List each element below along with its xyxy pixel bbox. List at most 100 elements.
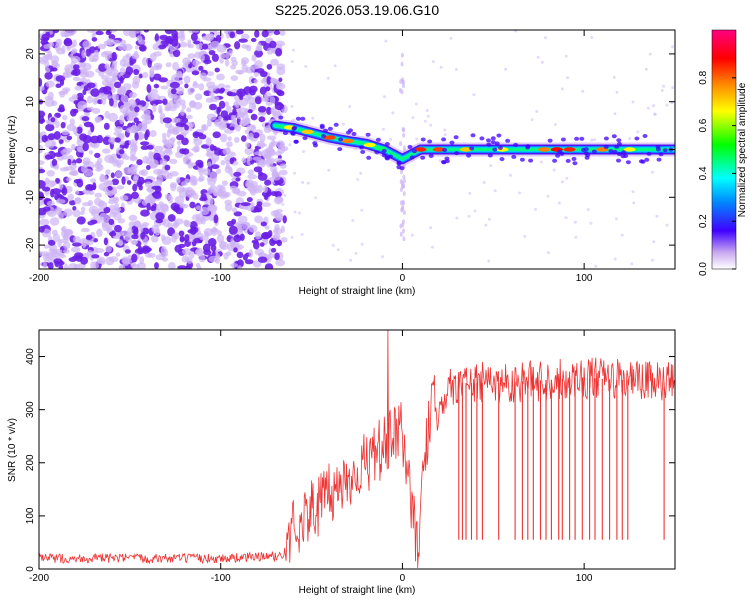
noise-blob xyxy=(171,30,179,39)
noise-blob xyxy=(173,95,182,104)
ridge-blob xyxy=(396,160,402,165)
noise-blob xyxy=(279,30,286,36)
noise-blob xyxy=(131,234,139,240)
noise-blob xyxy=(174,195,185,205)
noise-blob xyxy=(161,132,167,139)
noise-blob xyxy=(110,172,115,179)
noise-blob xyxy=(72,39,77,48)
noise-blob xyxy=(47,133,56,141)
noise-blob xyxy=(105,256,115,266)
noise-blob xyxy=(198,65,204,71)
faint-blob xyxy=(473,209,477,213)
noise-blob xyxy=(110,87,116,93)
noise-blob xyxy=(154,262,159,269)
noise-blob xyxy=(43,43,51,49)
faint-blob xyxy=(443,133,447,137)
ridge-blob xyxy=(579,136,585,141)
noise-blob xyxy=(250,113,258,121)
noise-blob xyxy=(254,30,260,38)
noise-blob xyxy=(83,121,93,128)
noise-blob xyxy=(169,171,179,177)
noise-blob xyxy=(266,63,273,70)
spectrogram-plot-area xyxy=(39,30,675,269)
noise-blob xyxy=(70,55,81,64)
noise-blob xyxy=(42,186,51,192)
noise-blob xyxy=(119,149,125,155)
ridge-hotspot xyxy=(301,129,314,134)
noise-blob xyxy=(145,117,152,125)
noise-blob xyxy=(107,38,114,47)
noise-blob xyxy=(93,261,99,269)
noise-blob xyxy=(218,100,226,109)
noise-blob xyxy=(53,152,63,157)
ridge-blob xyxy=(466,153,472,158)
faint-blob xyxy=(455,216,459,220)
noise-blob xyxy=(230,114,236,121)
noise-blob xyxy=(262,185,268,193)
noise-blob xyxy=(52,233,61,243)
faint-blob xyxy=(281,203,285,207)
noise-blob xyxy=(99,212,108,221)
noise-blob xyxy=(224,199,232,206)
noise-blob xyxy=(187,53,196,59)
noise-blob xyxy=(265,158,274,168)
noise-blob xyxy=(241,44,250,49)
ridge-blob xyxy=(634,136,640,141)
faint-blob xyxy=(594,264,598,268)
noise-blob xyxy=(91,107,101,114)
noise-blob xyxy=(199,72,207,80)
noise-blob xyxy=(203,59,212,65)
faint-blob xyxy=(468,191,472,195)
noise-blob xyxy=(253,166,263,173)
noise-blob xyxy=(127,166,137,176)
noise-blob xyxy=(59,90,66,98)
noise-blob xyxy=(46,200,55,207)
noise-blob xyxy=(110,189,118,195)
noise-blob xyxy=(253,151,263,156)
noise-blob xyxy=(145,252,152,258)
ridge-blob xyxy=(444,156,450,161)
faint-blob xyxy=(311,116,315,120)
ridge-blob xyxy=(469,146,475,151)
noise-blob xyxy=(81,116,90,122)
noise-blob xyxy=(124,249,131,254)
noise-blob xyxy=(179,148,186,154)
noise-blob xyxy=(206,177,213,182)
noise-blob xyxy=(96,164,104,171)
streak-blob xyxy=(402,127,406,133)
noise-blob xyxy=(107,186,113,191)
noise-blob xyxy=(76,216,86,225)
noise-blob xyxy=(82,135,92,144)
noise-blob xyxy=(140,145,149,150)
noise-blob xyxy=(142,246,152,253)
noise-blob xyxy=(217,230,222,237)
noise-blob xyxy=(72,76,81,82)
noise-blob xyxy=(95,30,104,36)
faint-blob xyxy=(410,233,414,237)
noise-blob xyxy=(159,158,168,166)
noise-blob xyxy=(256,159,264,165)
noise-blob xyxy=(89,135,100,144)
noise-blob xyxy=(153,73,162,81)
ridge-blob xyxy=(487,153,493,158)
noise-blob xyxy=(249,89,256,96)
noise-blob xyxy=(70,108,77,117)
ridge-blob xyxy=(337,147,343,152)
noise-blob xyxy=(106,72,112,77)
noise-blob xyxy=(162,117,172,124)
ridge-blob xyxy=(642,134,648,138)
noise-blob xyxy=(129,60,134,66)
faint-blob xyxy=(589,221,593,225)
noise-blob xyxy=(45,80,55,88)
noise-blob xyxy=(270,191,279,197)
noise-blob xyxy=(134,220,141,228)
noise-blob xyxy=(271,239,281,244)
noise-blob xyxy=(236,110,243,120)
ridge-blob xyxy=(662,148,668,153)
noise-blob xyxy=(42,206,51,212)
noise-blob xyxy=(71,94,79,100)
noise-blob xyxy=(177,265,187,269)
faint-blob xyxy=(612,75,616,79)
noise-blob xyxy=(104,63,110,70)
noise-blob xyxy=(225,147,231,154)
